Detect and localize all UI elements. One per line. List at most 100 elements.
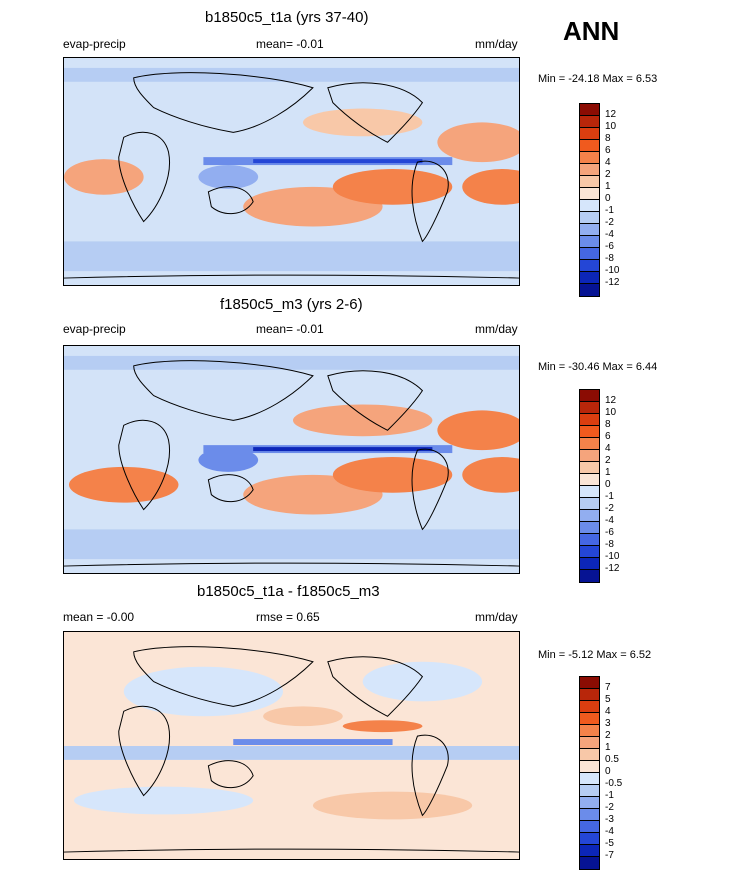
panel2-southern-ocean [64, 529, 519, 560]
panel2-indian-ocean-evap [68, 466, 179, 503]
panel3-units-label: mm/day [475, 610, 518, 624]
panel1-colorbar-swatch [580, 152, 599, 164]
panel2-colorbar-swatch [580, 450, 599, 462]
panel1-north-america-outline [327, 82, 424, 143]
panel3-map [63, 631, 520, 860]
panel2-colorbar-tick: 4 [605, 443, 611, 454]
panel3-colorbar-tick: -3 [605, 814, 614, 825]
panel3-antarctica-outline [64, 848, 519, 853]
panel1-colorbar-tick: -10 [605, 265, 620, 276]
panel1-colorbar-swatch [580, 284, 599, 296]
panel1-africa-outline [118, 131, 170, 223]
panel1-south-atlantic-evap [462, 169, 519, 205]
panel1-colorbar-swatch [580, 164, 599, 176]
panel3-colorbar-swatch [580, 833, 599, 845]
panel3-south-america-outline [411, 734, 449, 817]
panel2-variable-label: evap-precip [63, 322, 126, 336]
panel2-north-storm-track [64, 355, 519, 370]
panel2-colorbar-swatch [580, 438, 599, 450]
panel2-antarctica-outline [64, 562, 519, 567]
panel3-africa-outline [118, 705, 170, 797]
panel1-units-label: mm/day [475, 37, 518, 51]
panel1-colorbar-tick: 8 [605, 133, 611, 144]
panel3-colorbar-tick: 3 [605, 718, 611, 729]
panel3-colorbar-swatch [580, 857, 599, 869]
panel1-colorbar-swatch [580, 116, 599, 128]
panel2-north-atlantic-evap [437, 410, 519, 451]
panel3-north-negative-region [123, 666, 284, 717]
panel1-southeast-pacific-evap [332, 169, 453, 205]
panel3-colorbar-tick: -2 [605, 802, 614, 813]
panel2-colorbar-swatch [580, 474, 599, 486]
panel1-north-storm-track [64, 67, 519, 82]
panel1-colorbar-tick: -1 [605, 205, 614, 216]
panel2-mean-label: mean= -0.01 [256, 322, 324, 336]
panel2-colorbar-tick: 10 [605, 407, 617, 418]
panel3-colorbar-swatch [580, 677, 599, 689]
panel1-colorbar-swatch [580, 236, 599, 248]
panel2-south-atlantic-evap [462, 457, 519, 493]
panel2-map [63, 345, 520, 574]
panel3-colorbar-tick: 2 [605, 730, 611, 741]
panel2-colorbar-swatch [580, 390, 599, 402]
panel1-colorbar-tick: -4 [605, 229, 614, 240]
panel3-title: b1850c5_t1a - f1850c5_m3 [197, 583, 380, 600]
panel3-colorbar-tick: -5 [605, 838, 614, 849]
panel1-colorbar-swatch [580, 128, 599, 140]
panel3-south-indian-negative [73, 786, 254, 815]
panel3-north-pacific-positive [263, 706, 343, 727]
panel1-colorbar-swatch [580, 260, 599, 272]
panel2-colorbar-tick: 6 [605, 431, 611, 442]
panel1-southern-ocean [64, 241, 519, 272]
panel2-colorbar-tick: -4 [605, 515, 614, 526]
panel2-colorbar-tick: -2 [605, 503, 614, 514]
panel2-colorbar-tick: 12 [605, 395, 617, 406]
panel1-colorbar-swatch [580, 248, 599, 260]
panel2-colorbar-swatch [580, 426, 599, 438]
panel3-colorbar-tick: 5 [605, 694, 611, 705]
panel3-eurasia-outline [133, 646, 314, 707]
panel1-warm-pool [198, 165, 259, 189]
panel3-north-america-outline [327, 656, 424, 717]
panel2-itcz-core [253, 447, 433, 452]
panel1-colorbar-swatch [580, 188, 599, 200]
panel3-minmax: Min = -5.12 Max = 6.52 [538, 649, 652, 661]
panel2-australia-outline [207, 474, 254, 503]
panel3-colorbar-tick: 1 [605, 742, 611, 753]
panel2-colorbar-tick: -12 [605, 563, 620, 574]
panel3-equatorial-positive [342, 720, 423, 733]
panel1-indian-ocean-evap [64, 159, 144, 195]
panel3-equatorial-negative-core [233, 739, 393, 746]
panel2-colorbar-swatch [580, 510, 599, 522]
panel2-colorbar [579, 389, 600, 583]
panel2-colorbar-tick: -1 [605, 491, 614, 502]
panel2-south-america-outline [411, 448, 449, 531]
panel3-colorbar-swatch [580, 689, 599, 701]
panel1-colorbar-swatch [580, 224, 599, 236]
panel2-colorbar-swatch [580, 570, 599, 582]
panel3-colorbar-swatch [580, 797, 599, 809]
panel2-africa-outline [118, 419, 170, 511]
panel1-colorbar-tick: -8 [605, 253, 614, 264]
panel3-colorbar-tick: 0.5 [605, 754, 619, 765]
panel3-colorbar-swatch [580, 701, 599, 713]
panel2-north-pacific-evap [292, 404, 433, 437]
panel1-colorbar-swatch [580, 212, 599, 224]
panel3-colorbar-swatch [580, 809, 599, 821]
panel2-colorbar-tick: -6 [605, 527, 614, 538]
panel1-colorbar-swatch [580, 104, 599, 116]
panel3-colorbar-swatch [580, 761, 599, 773]
panel2-north-america-outline [327, 370, 424, 431]
panel2-warm-pool [198, 448, 259, 472]
panel1-australia-outline [207, 186, 254, 215]
panel2-colorbar-swatch [580, 402, 599, 414]
panel3-colorbar-tick: -7 [605, 850, 614, 861]
panel1-colorbar-tick: -2 [605, 217, 614, 228]
panel3-colorbar-swatch [580, 821, 599, 833]
panel2-southeast-pacific-evap [332, 457, 453, 493]
panel1-colorbar-swatch [580, 176, 599, 188]
panel2-colorbar-swatch [580, 486, 599, 498]
panel3-colorbar-tick: 7 [605, 682, 611, 693]
panel3-colorbar-tick: -4 [605, 826, 614, 837]
panel2-colorbar-swatch [580, 558, 599, 570]
